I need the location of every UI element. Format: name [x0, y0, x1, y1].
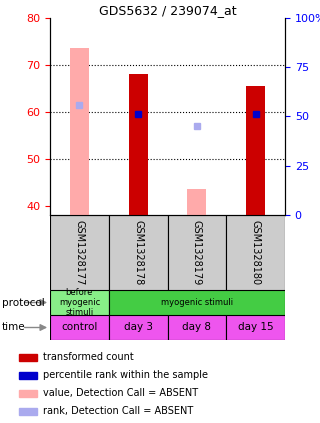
Text: GSM1328179: GSM1328179	[192, 220, 202, 285]
Text: percentile rank within the sample: percentile rank within the sample	[43, 370, 208, 380]
Bar	[19, 372, 37, 379]
Text: control: control	[61, 322, 98, 332]
Text: day 8: day 8	[182, 322, 212, 332]
Bar	[109, 290, 285, 315]
Bar	[109, 315, 167, 340]
Text: value, Detection Call = ABSENT: value, Detection Call = ABSENT	[43, 388, 198, 398]
Bar	[19, 354, 37, 360]
Text: myogenic stimuli: myogenic stimuli	[161, 298, 233, 307]
Bar	[226, 315, 285, 340]
Text: protocol: protocol	[2, 297, 44, 308]
Bar	[167, 215, 226, 290]
Bar	[109, 215, 167, 290]
Text: time: time	[2, 322, 25, 332]
Bar	[188, 189, 206, 215]
Text: before
myogenic
stimuli: before myogenic stimuli	[59, 288, 100, 317]
Bar	[19, 408, 37, 415]
Text: transformed count: transformed count	[43, 352, 134, 362]
Title: GDS5632 / 239074_at: GDS5632 / 239074_at	[99, 4, 236, 17]
Bar	[50, 315, 109, 340]
Text: rank, Detection Call = ABSENT: rank, Detection Call = ABSENT	[43, 407, 194, 417]
Bar	[50, 215, 109, 290]
Text: day 3: day 3	[124, 322, 153, 332]
Bar	[246, 86, 265, 215]
Text: GSM1328178: GSM1328178	[133, 220, 143, 285]
Bar	[129, 74, 148, 215]
Text: day 15: day 15	[238, 322, 273, 332]
Bar	[226, 215, 285, 290]
Bar	[19, 390, 37, 397]
Text: GSM1328180: GSM1328180	[251, 220, 260, 285]
Bar	[167, 315, 226, 340]
Bar	[70, 49, 89, 215]
Bar	[50, 290, 109, 315]
Text: GSM1328177: GSM1328177	[74, 220, 84, 285]
